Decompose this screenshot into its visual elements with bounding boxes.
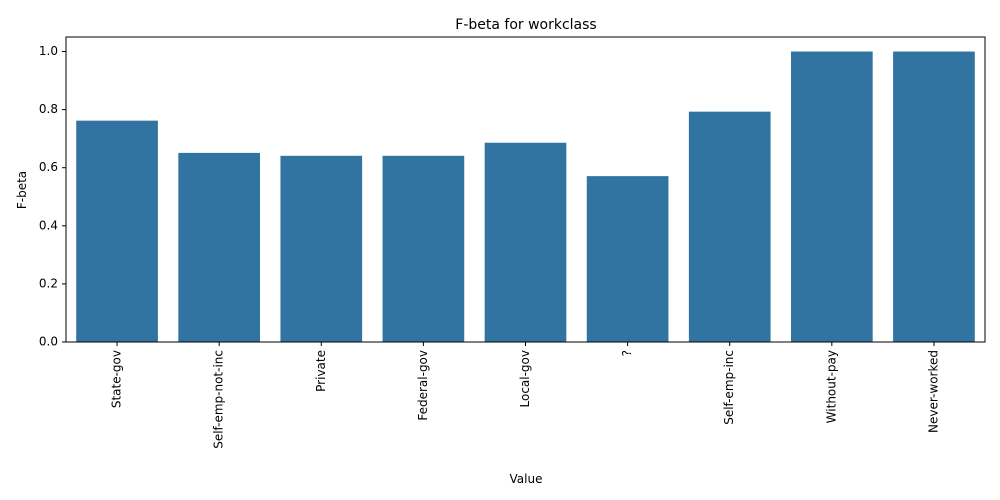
x-tick-label: Never-worked: [926, 350, 940, 433]
bar-4: [484, 142, 567, 342]
y-axis-title: F-beta: [15, 171, 29, 209]
y-tick-label: 0.4: [39, 218, 58, 232]
bars-group: [76, 51, 975, 343]
y-tick-label: 0.2: [39, 276, 58, 290]
y-tick-label: 1.0: [39, 44, 58, 58]
bar-0: [76, 120, 158, 343]
bar-6: [688, 111, 771, 343]
x-tick-label: Private: [314, 350, 328, 392]
x-tick-label: ?: [620, 350, 634, 356]
x-tick-label: Self-emp-not-inc: [212, 350, 226, 449]
x-tick-label: Without-pay: [824, 350, 838, 423]
y-axis: 0.0 0.2 0.4 0.6 0.8 1.0: [39, 44, 66, 349]
x-tick-label: Federal-gov: [416, 350, 430, 421]
x-axis-title: Value: [510, 472, 543, 486]
y-tick-label: 0.6: [39, 160, 58, 174]
bar-8: [893, 51, 975, 343]
x-tick-label: Local-gov: [518, 350, 532, 408]
bar-7: [790, 51, 873, 343]
plot-frame: [65, 36, 986, 343]
x-tick-label: Self-emp-inc: [722, 350, 736, 425]
y-tick-label: 0.8: [39, 102, 58, 116]
bar-2: [280, 155, 363, 342]
chart-title: F-beta for workclass: [455, 17, 596, 33]
y-tick-label: 0.0: [39, 335, 58, 349]
bar-5: [586, 176, 669, 342]
bar-3: [382, 155, 465, 342]
x-tick-label: State-gov: [110, 350, 124, 408]
x-axis: State-gov Self-emp-not-inc Private Federal-…: [110, 342, 940, 449]
bar-1: [178, 152, 261, 342]
